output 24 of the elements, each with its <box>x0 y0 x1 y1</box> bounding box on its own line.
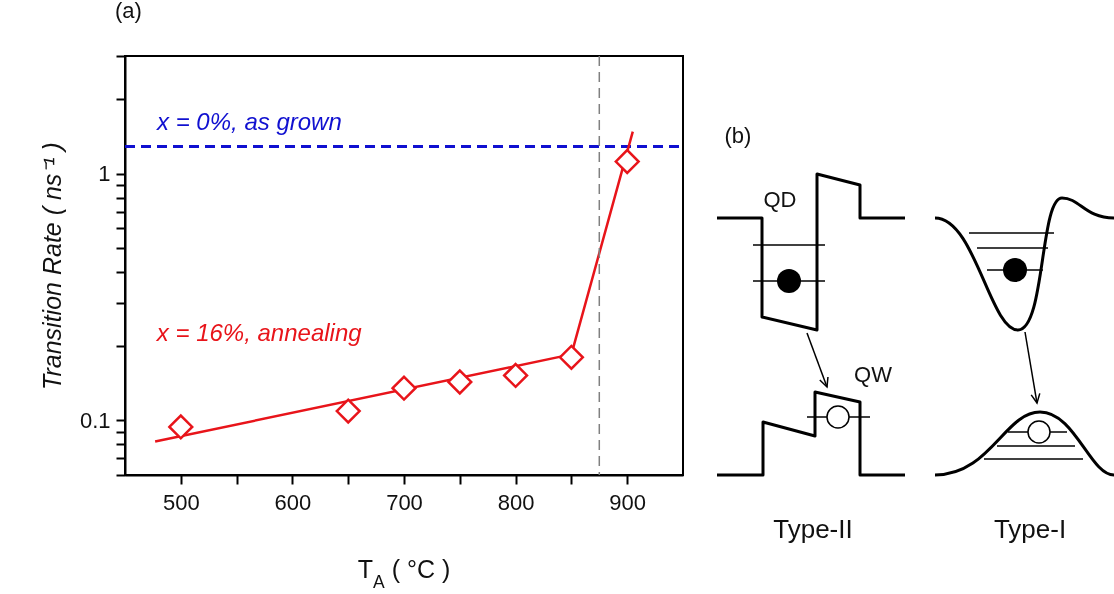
point <box>335 398 361 424</box>
x-tick-label: 700 <box>386 489 423 515</box>
text: (b) <box>724 123 752 148</box>
y-axis-title: Transition Rate ( ns⁻¹ ) <box>37 142 66 390</box>
point <box>558 344 585 370</box>
y-tick-label: 0.1 <box>79 407 111 433</box>
point <box>502 362 529 389</box>
chart-title: (a) <box>115 0 142 23</box>
text: QD <box>763 187 797 212</box>
x-axis-title: T$_{A}$ ( °C ) <box>357 555 451 592</box>
x-tick-label: 900 <box>609 489 647 515</box>
x-tick-label: 500 <box>162 489 200 515</box>
y-tick-label: 1 <box>98 161 111 187</box>
series-label: x = 0%, as grown <box>156 108 342 136</box>
point <box>614 148 640 175</box>
point <box>168 414 194 440</box>
text: x = 16%, annealing <box>155 318 363 346</box>
x-tick-label: 600 <box>274 489 312 515</box>
text: Type-I <box>993 514 1067 544</box>
x-tick-label: 800 <box>497 489 535 515</box>
text: Type-II <box>773 514 853 544</box>
point <box>447 369 473 395</box>
point <box>391 375 417 401</box>
text: QW <box>854 362 893 387</box>
